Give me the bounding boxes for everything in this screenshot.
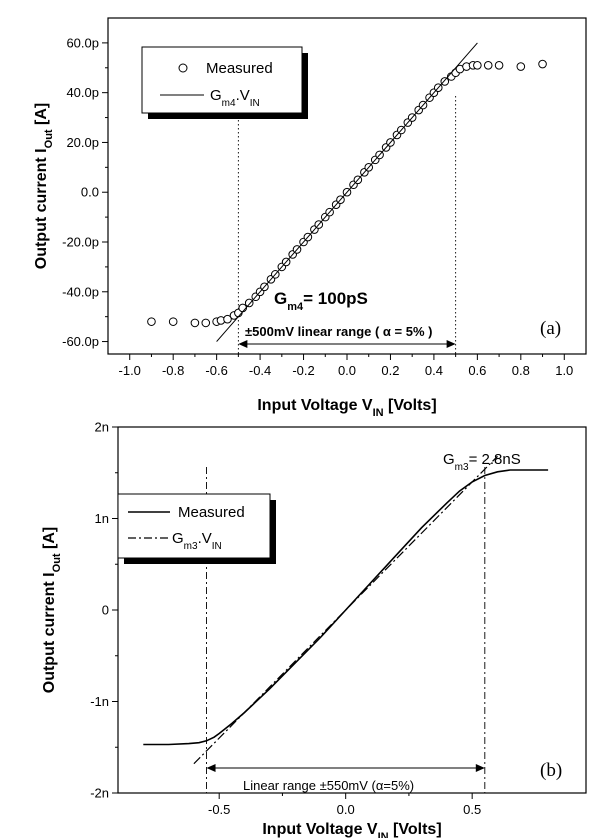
y-tick-label: -40.0p xyxy=(62,284,99,299)
measured-data-point xyxy=(147,317,156,326)
chart-a-legend: Measured Gm4.VIN xyxy=(141,46,308,119)
chart-b-legend-box xyxy=(117,493,271,559)
measured-data-point xyxy=(244,298,254,308)
y-tick-label: 2n xyxy=(95,420,109,435)
chart-b-y-axis-title: Output current IOut [A] xyxy=(41,527,63,694)
chart-a-range-arrow xyxy=(238,340,456,348)
x-tick-label: -0.2 xyxy=(292,363,314,378)
chart-a-series xyxy=(147,42,547,342)
measured-data-point xyxy=(190,318,200,328)
x-tick-label: -1.0 xyxy=(119,363,141,378)
range-arrow-head-right xyxy=(475,764,485,772)
range-arrow-head-left xyxy=(206,764,216,772)
y-tick-label: -20.0p xyxy=(62,235,99,250)
chart-b-legend-measured: Measured xyxy=(178,504,245,521)
chart-a-reference-lines xyxy=(237,96,457,354)
gm-fit-line xyxy=(193,455,498,765)
measured-data-point xyxy=(473,60,482,70)
y-tick-label: 40.0p xyxy=(66,85,99,100)
chart-a-legend-box xyxy=(141,46,303,114)
chart-a-legend-circle-marker xyxy=(178,63,188,73)
gm-fit-line xyxy=(216,42,478,342)
x-tick-label: 0.0 xyxy=(337,802,355,817)
measured-curve xyxy=(143,469,549,746)
measured-data-point xyxy=(494,60,504,70)
chart-b: -0.5 0.0 0.5 2n 1n 0 -1n -2n Measured Gm3.VIN G… xyxy=(41,420,587,838)
chart-b-legend-gm3-vin: Gm3.VIN xyxy=(172,530,222,552)
measured-data-point xyxy=(168,317,178,326)
chart-a-legend-measured: Measured xyxy=(206,60,273,77)
chart-b-range-annotation: Linear range ±550mV (α=5%) xyxy=(243,778,414,793)
chart-b-gm3-annotation: Gm3= 2.8nS xyxy=(443,451,521,473)
measured-data-point xyxy=(223,314,232,324)
chart-a-legend-gm4-vin: Gm4.VIN xyxy=(210,87,260,109)
chart-b-range-arrow xyxy=(206,764,485,772)
measured-data-point xyxy=(516,62,526,71)
chart-a-gm4-annotation: Gm4= 100pS xyxy=(274,289,368,313)
y-tick-label: 0 xyxy=(102,603,109,618)
chart-a-y-axis-title: Output current IOut [A] xyxy=(33,103,55,270)
chart-b-panel-label: (b) xyxy=(540,760,562,781)
y-tick-label: 60.0p xyxy=(66,35,99,50)
x-tick-label: -0.5 xyxy=(208,802,230,817)
x-tick-label: 0.4 xyxy=(425,363,443,378)
measured-data-point xyxy=(483,60,493,70)
chart-a-ticks: -1.0 -0.8 -0.6 -0.4 -0.2 0.0 0.2 0.4 0.6 0.8 1.0 60… xyxy=(62,35,573,378)
x-tick-label: -0.4 xyxy=(249,363,271,378)
x-tick-label: 0.5 xyxy=(463,802,481,817)
range-arrow-head-left xyxy=(238,340,248,348)
y-tick-label: -2n xyxy=(90,786,109,801)
range-arrow-head-right xyxy=(446,340,456,348)
chart-a: -1.0 -0.8 -0.6 -0.4 -0.2 0.0 0.2 0.4 0.6 0.8 1.0 60… xyxy=(33,17,587,419)
chart-b-plot-frame xyxy=(117,426,587,794)
measured-data-point xyxy=(440,77,450,86)
x-tick-label: 0.6 xyxy=(468,363,486,378)
x-tick-label: 1.0 xyxy=(555,363,573,378)
chart-b-ticks: -0.5 0.0 0.5 2n 1n 0 -1n -2n xyxy=(90,420,481,818)
y-tick-label: 0.0 xyxy=(81,185,99,200)
chart-a-panel-label: (a) xyxy=(540,318,561,339)
x-tick-label: 0.8 xyxy=(512,363,530,378)
chart-a-range-annotation: ±500mV linear range ( α = 5% ) xyxy=(245,324,432,339)
y-tick-label: 1n xyxy=(95,511,109,526)
x-tick-label: -0.6 xyxy=(205,363,227,378)
chart-b-series xyxy=(143,455,549,765)
x-tick-label: 0.0 xyxy=(338,363,356,378)
y-tick-label: 20.0p xyxy=(66,135,99,150)
y-tick-label: -60.0p xyxy=(62,334,99,349)
measured-data-point xyxy=(201,318,211,328)
x-tick-label: -0.8 xyxy=(162,363,184,378)
measured-data-point xyxy=(538,59,547,69)
chart-a-x-axis-title: Input Voltage VIN [Volts] xyxy=(257,397,436,419)
x-tick-label: 0.2 xyxy=(381,363,399,378)
y-tick-label: -1n xyxy=(90,694,109,709)
chart-b-x-axis-title: Input Voltage VIN [Volts] xyxy=(262,821,441,838)
chart-b-reference-lines xyxy=(206,467,486,793)
chart-b-legend: Measured Gm3.VIN xyxy=(117,493,276,564)
